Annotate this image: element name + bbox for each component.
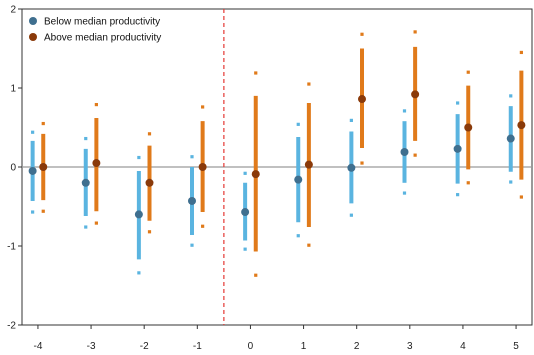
- ci-outer-lower-marker: [147, 230, 152, 234]
- point-estimate: [251, 170, 260, 179]
- ci-outer-upper-marker: [456, 101, 460, 105]
- point-estimate: [92, 159, 101, 168]
- y-tick-label: -1: [7, 242, 16, 253]
- point-estimate: [39, 163, 48, 171]
- y-tick-label: 0: [10, 163, 16, 174]
- ci-outer-upper-marker: [137, 155, 141, 160]
- point-estimate: [358, 95, 366, 104]
- y-tick-label: 2: [10, 5, 16, 16]
- ci-outer-upper-marker: [41, 121, 45, 126]
- x-tick-label: -3: [87, 341, 96, 352]
- axes: -2 -1 0 1 2 -4 -3 -2 -1 0 1 2 3 4 5: [7, 5, 519, 353]
- point-estimate: [145, 178, 154, 187]
- ci-outer-lower-marker: [519, 195, 523, 199]
- point-estimate: [241, 208, 250, 217]
- ci-outer-lower-marker: [360, 161, 364, 165]
- ci-outer-upper-marker: [254, 71, 258, 75]
- ci-outer-upper-marker: [349, 118, 353, 122]
- x-tick-label: -4: [33, 341, 42, 352]
- point-estimate: [81, 178, 90, 187]
- point-estimate: [464, 123, 473, 132]
- x-tick-label: 2: [354, 341, 360, 352]
- point-estimate: [134, 210, 143, 219]
- x-tick-label: -2: [140, 341, 149, 352]
- ci-outer-lower-marker: [84, 225, 88, 229]
- x-tick-label: -1: [193, 341, 202, 352]
- point-estimate: [188, 196, 196, 205]
- ci-outer-upper-marker: [466, 70, 470, 74]
- ci-outer-lower-marker: [466, 181, 470, 185]
- ci-outer-lower-marker: [31, 210, 35, 214]
- point-estimate: [411, 90, 420, 99]
- x-tick-label: 3: [407, 341, 413, 352]
- x-tick-label: 4: [460, 341, 466, 352]
- legend-marker: [29, 17, 37, 25]
- ci-outer-upper-marker: [307, 82, 311, 86]
- ci-outer-upper-marker: [147, 132, 152, 136]
- ci-outer-lower-marker: [349, 213, 353, 217]
- ci-outer-lower-marker: [254, 273, 258, 277]
- point-estimate: [453, 144, 462, 153]
- legend-marker: [29, 33, 37, 41]
- ci-outer-upper-marker: [201, 105, 205, 109]
- point-estimate: [506, 134, 515, 143]
- ci-outer-lower-marker: [94, 221, 98, 225]
- point-estimate: [304, 160, 313, 169]
- point-estimate: [198, 163, 207, 171]
- ci-outer-upper-marker: [360, 32, 364, 36]
- x-tick-label: 1: [301, 341, 307, 352]
- legend-label: Above median productivity: [44, 33, 161, 44]
- ci-outer-lower-marker: [137, 271, 141, 275]
- ci-outer-upper-marker: [94, 102, 98, 107]
- point-estimate: [347, 163, 356, 172]
- point-estimate: [294, 175, 303, 184]
- ci-outer-lower-marker: [190, 243, 194, 247]
- ci-outer-lower-marker: [41, 209, 45, 213]
- x-tick-label: 5: [513, 341, 519, 352]
- point-estimate: [517, 121, 526, 130]
- ci-outer-upper-marker: [190, 155, 194, 159]
- reference-lines: [22, 9, 532, 325]
- ci-outer-lower-marker: [296, 234, 300, 238]
- ci-outer-lower-marker: [201, 224, 205, 228]
- ci-outer-upper-marker: [84, 136, 88, 141]
- point-estimate: [28, 166, 37, 175]
- y-tick-label: 1: [10, 84, 16, 95]
- ci-outer-lower-marker: [243, 247, 247, 251]
- ci-outer-lower-marker: [307, 243, 311, 247]
- ci-outer-lower-marker: [456, 193, 460, 197]
- ci-outer-upper-marker: [519, 50, 523, 55]
- ci-outer-upper-marker: [402, 109, 407, 113]
- ci-outer-upper-marker: [509, 94, 513, 98]
- ci-outer-upper-marker: [413, 30, 417, 34]
- ci-outer-lower-marker: [413, 153, 417, 157]
- legend: Below median productivity Above median pr…: [29, 17, 161, 44]
- y-tick-label: -2: [7, 321, 16, 332]
- series-1: [28, 94, 515, 275]
- legend-label: Below median productivity: [44, 17, 160, 28]
- ci-outer-upper-marker: [243, 171, 247, 175]
- chart-marks: [28, 30, 526, 277]
- series-2: [39, 30, 526, 277]
- x-tick-label: 0: [248, 341, 254, 352]
- ci-outer-upper-marker: [31, 130, 35, 134]
- point-estimate: [400, 147, 409, 156]
- ci-outer-lower-marker: [509, 180, 513, 184]
- ci-outer-upper-marker: [296, 122, 300, 126]
- ci-outer-lower-marker: [402, 191, 407, 195]
